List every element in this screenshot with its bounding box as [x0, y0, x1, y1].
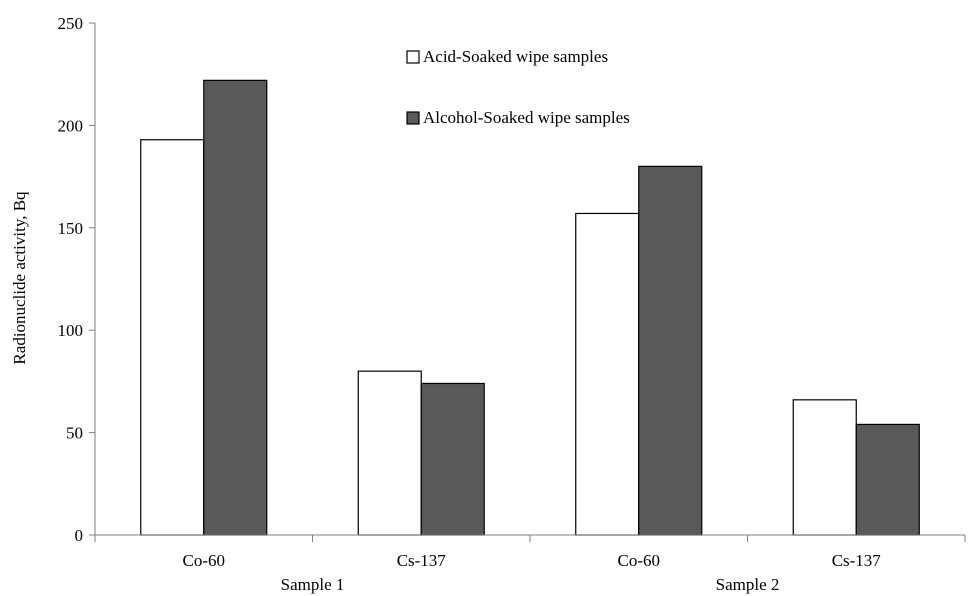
y-tick-label: 100 — [58, 321, 84, 340]
y-tick-label: 200 — [58, 116, 84, 135]
axes — [94, 23, 966, 542]
bar-acid-3 — [792, 399, 857, 536]
bar-acid-1 — [357, 370, 422, 536]
legend-label-alcohol: Alcohol-Soaked wipe samples — [423, 108, 630, 127]
x-category-label: Cs-137 — [832, 551, 882, 570]
x-group-label: Sample 2 — [716, 575, 780, 594]
y-axis-label: Radionuclide activity, Bq — [10, 191, 29, 365]
legend: Acid-Soaked wipe samples Alcohol-Soaked w… — [406, 47, 630, 127]
y-tick-label: 150 — [58, 219, 84, 238]
bar-alcohol-3 — [855, 423, 920, 536]
legend-swatch-alcohol — [406, 111, 420, 125]
bar-acid-2 — [575, 212, 640, 536]
bar-alcohol-1 — [420, 382, 485, 536]
bars — [140, 79, 920, 536]
bar-alcohol-0 — [203, 79, 268, 536]
x-category-label: Co-60 — [618, 551, 661, 570]
bar-alcohol-2 — [638, 165, 703, 536]
y-tick-label: 0 — [75, 526, 84, 545]
legend-swatch-acid — [406, 50, 420, 64]
y-tick-label: 50 — [66, 424, 83, 443]
y-axis-ticks: 0 50 100 150 200 250 — [58, 14, 95, 545]
y-tick-label: 250 — [58, 14, 84, 33]
bar-acid-0 — [140, 139, 205, 536]
x-axis-labels: Co-60 Cs-137 Co-60 Cs-137 Sample 1 Sample 2 — [183, 551, 882, 594]
legend-label-acid: Acid-Soaked wipe samples — [423, 47, 608, 66]
x-category-label: Co-60 — [183, 551, 226, 570]
x-group-label: Sample 1 — [281, 575, 345, 594]
x-category-label: Cs-137 — [397, 551, 447, 570]
